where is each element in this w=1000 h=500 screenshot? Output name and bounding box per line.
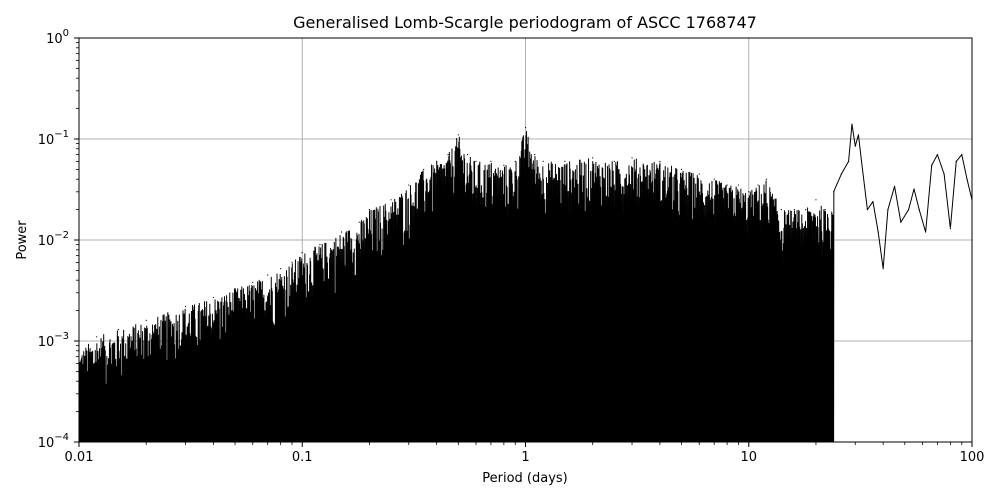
y-tick-base: 10	[38, 234, 55, 249]
data-point	[475, 160, 477, 163]
data-point	[765, 178, 768, 180]
y-tick-exponent: −2	[54, 230, 69, 241]
data-point	[319, 244, 321, 246]
x-tick-label: 10	[740, 450, 757, 465]
data-point	[872, 201, 874, 203]
data-point	[659, 160, 661, 163]
data-point	[918, 209, 920, 211]
data-point	[212, 296, 215, 299]
data-point	[805, 209, 807, 211]
data-point	[267, 274, 269, 276]
y-tick-label: 10−4	[38, 432, 69, 451]
data-point	[368, 209, 371, 211]
data-point	[503, 164, 505, 166]
y-tick-exponent: −3	[54, 331, 69, 342]
x-tick-label: 0.1	[292, 450, 313, 465]
y-tick-base: 10	[46, 32, 63, 47]
data-point	[280, 268, 282, 270]
y-tick-exponent: 0	[63, 28, 69, 39]
data-point	[737, 184, 740, 186]
data-point	[866, 209, 869, 211]
data-point	[564, 160, 566, 163]
data-point	[847, 160, 850, 163]
data-point	[631, 157, 633, 159]
data-point	[613, 160, 615, 163]
data-point	[824, 209, 826, 211]
data-point	[408, 184, 410, 186]
data-point	[925, 231, 927, 233]
data-point	[748, 191, 750, 193]
data-point	[943, 173, 945, 175]
x-tick-label: 0.01	[65, 450, 94, 465]
data-point	[854, 145, 856, 147]
data-point	[860, 160, 863, 163]
data-point	[117, 328, 119, 331]
data-point	[882, 268, 884, 270]
data-point	[490, 160, 492, 163]
data-point	[234, 288, 236, 290]
data-point	[542, 160, 544, 163]
x-tick-label: 1	[521, 450, 529, 465]
data-point	[780, 209, 782, 211]
chart-title: Generalised Lomb-Scargle periodogram of …	[293, 13, 757, 32]
y-tick-label: 10−2	[38, 230, 69, 249]
data-point	[436, 160, 438, 163]
data-point	[877, 231, 879, 233]
x-axis-label: Period (days)	[482, 471, 568, 486]
data-point	[592, 157, 594, 159]
data-point	[833, 191, 835, 193]
data-point	[457, 134, 459, 136]
data-point	[96, 336, 98, 338]
data-point	[936, 154, 939, 156]
data-point	[931, 164, 933, 166]
data-point	[713, 178, 715, 180]
data-point	[390, 199, 392, 201]
data-point	[961, 154, 963, 156]
y-tick-exponent: −1	[54, 129, 69, 140]
data-point	[447, 154, 449, 156]
data-point	[184, 305, 187, 308]
data-point	[913, 188, 915, 190]
data-point	[145, 319, 147, 321]
data-point	[534, 154, 536, 156]
data-point	[851, 123, 853, 125]
data-point	[252, 281, 254, 284]
data-point	[680, 168, 683, 170]
y-tick-label: 10−3	[38, 331, 69, 350]
data-point	[726, 184, 728, 186]
y-axis-label: Power	[15, 220, 30, 260]
data-point	[908, 209, 910, 211]
data-point	[291, 261, 293, 264]
data-point	[698, 173, 700, 175]
x-tick-label: 100	[960, 450, 985, 465]
data-point	[955, 160, 957, 163]
data-point	[815, 199, 817, 201]
data-point	[167, 312, 169, 314]
y-tick-label: 10−1	[38, 129, 69, 148]
data-point	[949, 227, 951, 230]
data-point	[466, 154, 469, 156]
data-point	[358, 221, 360, 223]
data-point	[893, 185, 896, 187]
y-tick-exponent: −4	[54, 432, 69, 443]
data-point	[340, 231, 343, 233]
data-point	[900, 221, 902, 223]
data-point	[857, 134, 860, 136]
y-tick-base: 10	[38, 436, 55, 451]
data-point	[840, 173, 842, 175]
periodogram-line	[79, 123, 972, 442]
data-point	[966, 178, 968, 180]
data-point	[423, 168, 425, 170]
data-point	[793, 209, 795, 211]
data-point	[524, 126, 527, 129]
data-point	[887, 209, 889, 211]
data-point	[514, 160, 516, 163]
data-point	[757, 184, 759, 186]
y-tick-base: 10	[38, 133, 55, 148]
data-point	[301, 252, 303, 254]
y-tick-label: 100	[46, 28, 69, 47]
y-tick-base: 10	[38, 335, 55, 350]
